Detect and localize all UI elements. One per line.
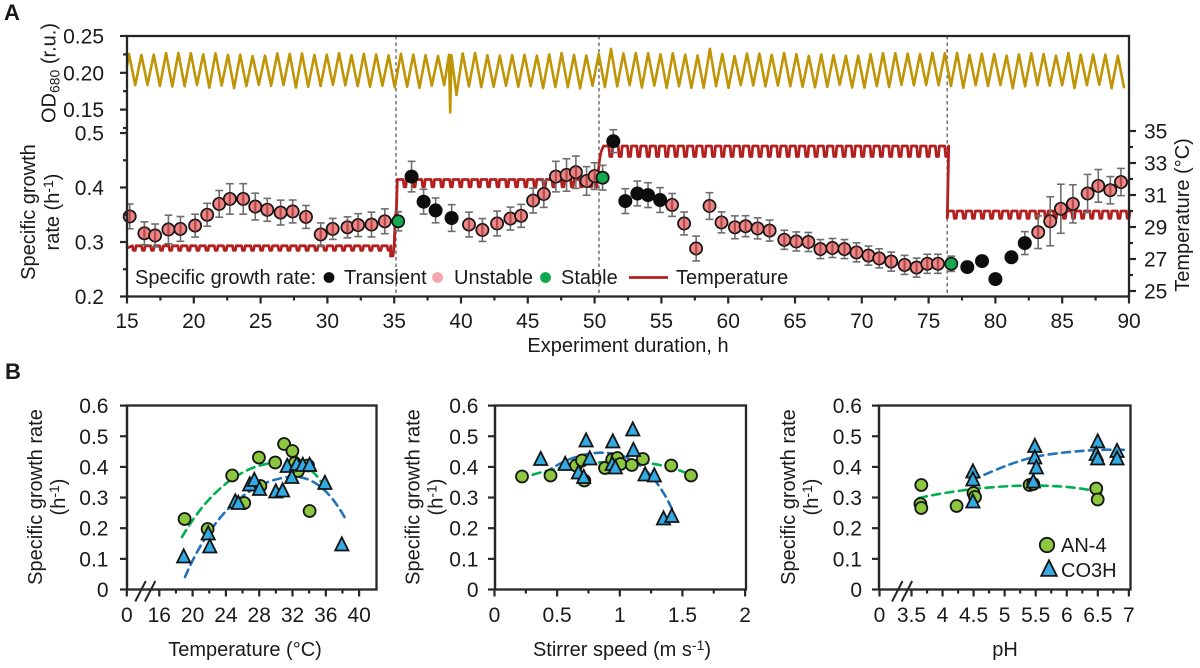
svg-text:0: 0 (467, 579, 479, 602)
svg-text:3.5: 3.5 (897, 604, 926, 627)
svg-text:4: 4 (937, 604, 949, 627)
svg-text:0: 0 (489, 604, 501, 627)
svg-text:5.5: 5.5 (1021, 604, 1050, 627)
svg-text:31: 31 (1144, 185, 1167, 208)
svg-text:15: 15 (115, 310, 138, 333)
svg-text:0.6: 0.6 (79, 395, 108, 418)
svg-text:1.5: 1.5 (668, 604, 697, 627)
svg-text:0.2: 0.2 (75, 286, 104, 309)
svg-text:35: 35 (1144, 121, 1167, 144)
svg-text:Temperature (°C): Temperature (°C) (1172, 138, 1194, 292)
svg-text:0.2: 0.2 (833, 518, 862, 541)
svg-text:20: 20 (181, 604, 204, 627)
svg-text:0.5: 0.5 (75, 123, 104, 146)
svg-text:0.25: 0.25 (63, 26, 104, 49)
svg-text:Temperature: Temperature (676, 267, 788, 289)
svg-text:0: 0 (850, 579, 862, 602)
svg-text:Unstable: Unstable (454, 267, 533, 289)
svg-text:0: 0 (121, 604, 133, 627)
svg-text:0: 0 (874, 604, 886, 627)
svg-text:90: 90 (1117, 310, 1140, 333)
svg-text:2: 2 (739, 604, 751, 627)
svg-text:0.4: 0.4 (75, 177, 105, 200)
svg-text:70: 70 (850, 310, 873, 333)
svg-text:0.1: 0.1 (833, 548, 862, 571)
svg-text:55: 55 (650, 310, 673, 333)
svg-text:25: 25 (249, 310, 272, 333)
svg-text:Specific growth rate:: Specific growth rate: (135, 267, 316, 289)
svg-text:40: 40 (449, 310, 472, 333)
svg-text:50: 50 (583, 310, 606, 333)
svg-text:6: 6 (1061, 604, 1073, 627)
svg-text:33: 33 (1144, 153, 1167, 176)
svg-text:0.1: 0.1 (79, 548, 108, 571)
svg-text:20: 20 (182, 310, 205, 333)
svg-text:0.4: 0.4 (449, 456, 479, 479)
svg-text:27: 27 (1144, 249, 1167, 272)
svg-text:0.20: 0.20 (63, 62, 104, 85)
svg-text:80: 80 (984, 310, 1007, 333)
svg-text:0.3: 0.3 (75, 232, 104, 255)
svg-text:Stirrer speed (m s-1): Stirrer speed (m s-1) (533, 637, 711, 661)
svg-text:35: 35 (383, 310, 406, 333)
svg-text:0.6: 0.6 (449, 395, 478, 418)
svg-text:Temperature (°C): Temperature (°C) (168, 639, 322, 661)
svg-text:30: 30 (316, 310, 339, 333)
svg-text:25: 25 (1144, 281, 1167, 304)
svg-text:6.5: 6.5 (1083, 604, 1112, 627)
svg-text:5: 5 (999, 604, 1011, 627)
svg-text:OD680 (r.u.): OD680 (r.u.) (39, 23, 63, 123)
svg-text:Experiment duration, h: Experiment duration, h (527, 335, 728, 357)
svg-text:0.5: 0.5 (79, 426, 108, 449)
svg-text:40: 40 (347, 604, 370, 627)
svg-text:75: 75 (917, 310, 940, 333)
svg-text:0.5: 0.5 (542, 604, 571, 627)
svg-text:0.4: 0.4 (833, 456, 863, 479)
svg-text:Stable: Stable (561, 267, 618, 289)
svg-text:Specific growth rate: Specific growth rate (403, 409, 425, 585)
svg-text:Specific growth rate: Specific growth rate (25, 409, 47, 585)
svg-text:0.4: 0.4 (79, 456, 109, 479)
svg-text:0.15: 0.15 (63, 99, 104, 122)
svg-text:Specific growth rate: Specific growth rate (778, 409, 800, 585)
svg-text:24: 24 (214, 604, 238, 627)
svg-text:0.5: 0.5 (833, 426, 862, 449)
svg-text:45: 45 (516, 310, 539, 333)
svg-text:0.2: 0.2 (449, 518, 478, 541)
svg-text:A: A (4, 0, 20, 25)
svg-text:36: 36 (314, 604, 337, 627)
svg-text:Specific growth: Specific growth (18, 144, 40, 280)
svg-text:85: 85 (1051, 310, 1074, 333)
svg-text:0.6: 0.6 (833, 395, 862, 418)
svg-text:1: 1 (614, 604, 626, 627)
svg-text:AN-4: AN-4 (1061, 535, 1107, 557)
svg-text:29: 29 (1144, 217, 1167, 240)
svg-text:32: 32 (281, 604, 304, 627)
svg-text:0.1: 0.1 (449, 548, 478, 571)
svg-text:Transient: Transient (344, 267, 427, 289)
svg-text:pH: pH (992, 639, 1018, 661)
svg-text:65: 65 (783, 310, 806, 333)
svg-text:0.3: 0.3 (833, 487, 862, 510)
svg-text:0.3: 0.3 (449, 487, 478, 510)
svg-text:CO3H: CO3H (1061, 560, 1117, 582)
svg-text:4.5: 4.5 (959, 604, 988, 627)
svg-text:7: 7 (1123, 604, 1135, 627)
svg-text:B: B (5, 359, 21, 384)
svg-text:0.2: 0.2 (79, 518, 108, 541)
svg-text:0.5: 0.5 (449, 426, 478, 449)
svg-text:28: 28 (248, 604, 271, 627)
svg-text:0.3: 0.3 (79, 487, 108, 510)
svg-text:60: 60 (717, 310, 740, 333)
svg-text:16: 16 (148, 604, 171, 627)
svg-text:0: 0 (97, 579, 109, 602)
